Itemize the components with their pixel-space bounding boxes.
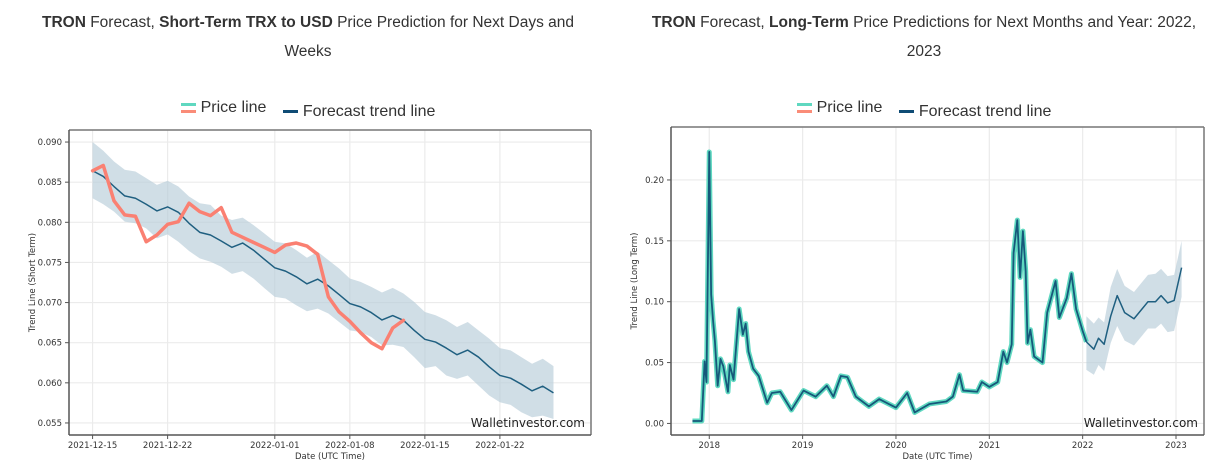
legend-label-price: Price line	[816, 99, 883, 116]
y-tick-label: 0.085	[38, 178, 62, 188]
y-tick-label: 0.20	[645, 176, 664, 186]
trend-line-swatch-icon	[898, 110, 914, 113]
legend-label-trend: Forecast trend line	[302, 102, 436, 120]
y-tick-label: 0.10	[645, 298, 664, 308]
long-term-legend: Price line Forecast trend line	[616, 99, 1232, 121]
y-tick-label: 0.090	[38, 138, 62, 148]
price-line	[90, 163, 406, 351]
price-line	[692, 151, 1088, 422]
long-term-chart: 0.00 0.05 0.10 0.15 0.20 2018 2019 2020 2021 2022…	[630, 126, 1205, 462]
title-part: TRON	[651, 14, 696, 31]
long-term-panel: TRON Forecast, Long-Term Price Predictio…	[616, 0, 1232, 465]
x-tick-label: 2022-01-08	[325, 441, 374, 451]
y-tick-label: 0.070	[38, 299, 62, 309]
x-tick-label: 2023	[1165, 441, 1187, 451]
title-part: Long-Term	[769, 14, 849, 31]
short-term-legend: Price line Forecast trend line	[0, 99, 616, 121]
legend-label-trend: Forecast trend line	[918, 102, 1052, 120]
short-term-panel: TRON Forecast, Short-Term TRX to USD Pri…	[0, 8, 616, 462]
legend-label-price: Price line	[200, 99, 267, 116]
title-part: TRON	[41, 14, 86, 31]
title-part: Price Prediction for Next Days and Weeks	[284, 14, 574, 60]
x-tick-label: 2022	[1072, 441, 1094, 451]
y-tick-label: 0.15	[645, 237, 664, 247]
short-term-title: TRON Forecast, Short-Term TRX to USD Pri…	[20, 8, 596, 66]
x-axis-label: Date (UTC Time)	[295, 452, 365, 462]
trend-line-swatch-icon	[282, 110, 298, 113]
y-tick-label: 0.00	[645, 419, 664, 429]
title-part: Short-Term TRX to USD	[159, 14, 333, 31]
x-tick-label: 2022-01-15	[400, 441, 449, 451]
x-axis-label: Date (UTC Time)	[902, 452, 972, 462]
x-tick-label: 2021	[978, 441, 1000, 451]
x-tick-label: 2021-12-15	[68, 441, 117, 451]
y-tick-label: 0.065	[38, 339, 62, 349]
y-axis-label: Trend Line (Long Term)	[630, 233, 640, 331]
title-part: Forecast,	[85, 14, 160, 31]
title-part: Price Predictions for Next Months and Ye…	[848, 14, 1197, 60]
y-tick-label: 0.075	[38, 258, 62, 268]
y-tick-label: 0.060	[38, 379, 62, 389]
long-term-title: TRON Forecast, Long-Term Price Predictio…	[636, 8, 1212, 66]
x-tick-label: 2020	[885, 441, 907, 451]
title-part: Forecast,	[695, 14, 770, 31]
x-tick-label: 2018	[698, 441, 720, 451]
x-tick-label: 2019	[792, 441, 814, 451]
x-tick-label: 2022-01-22	[475, 441, 524, 451]
price-line-swatch-icon	[796, 103, 812, 113]
price-line-swatch-icon	[180, 103, 196, 113]
short-term-chart: 0.055 0.060 0.065 0.070 0.075 0.080 0.085 0.090…	[28, 129, 592, 462]
price-line-glow	[692, 149, 1089, 424]
legend-item-trend[interactable]: Forecast trend line	[282, 102, 436, 121]
x-tick-label: 2022-01-01	[250, 441, 299, 451]
forecast-trend-line	[1085, 267, 1183, 350]
y-axis-label: Trend Line (Short Term)	[28, 233, 38, 333]
x-tick-label: 2021-12-22	[143, 441, 192, 451]
legend-item-price[interactable]: Price line	[180, 99, 267, 117]
y-tick-label: 0.080	[38, 218, 62, 228]
y-tick-label: 0.05	[645, 359, 664, 369]
legend-item-trend[interactable]: Forecast trend line	[898, 102, 1052, 121]
watermark: Walletinvestor.com	[471, 416, 585, 430]
confidence-band	[1086, 240, 1182, 375]
y-tick-label: 0.055	[38, 419, 62, 429]
legend-item-price[interactable]: Price line	[796, 99, 883, 117]
watermark: Walletinvestor.com	[1084, 416, 1198, 430]
